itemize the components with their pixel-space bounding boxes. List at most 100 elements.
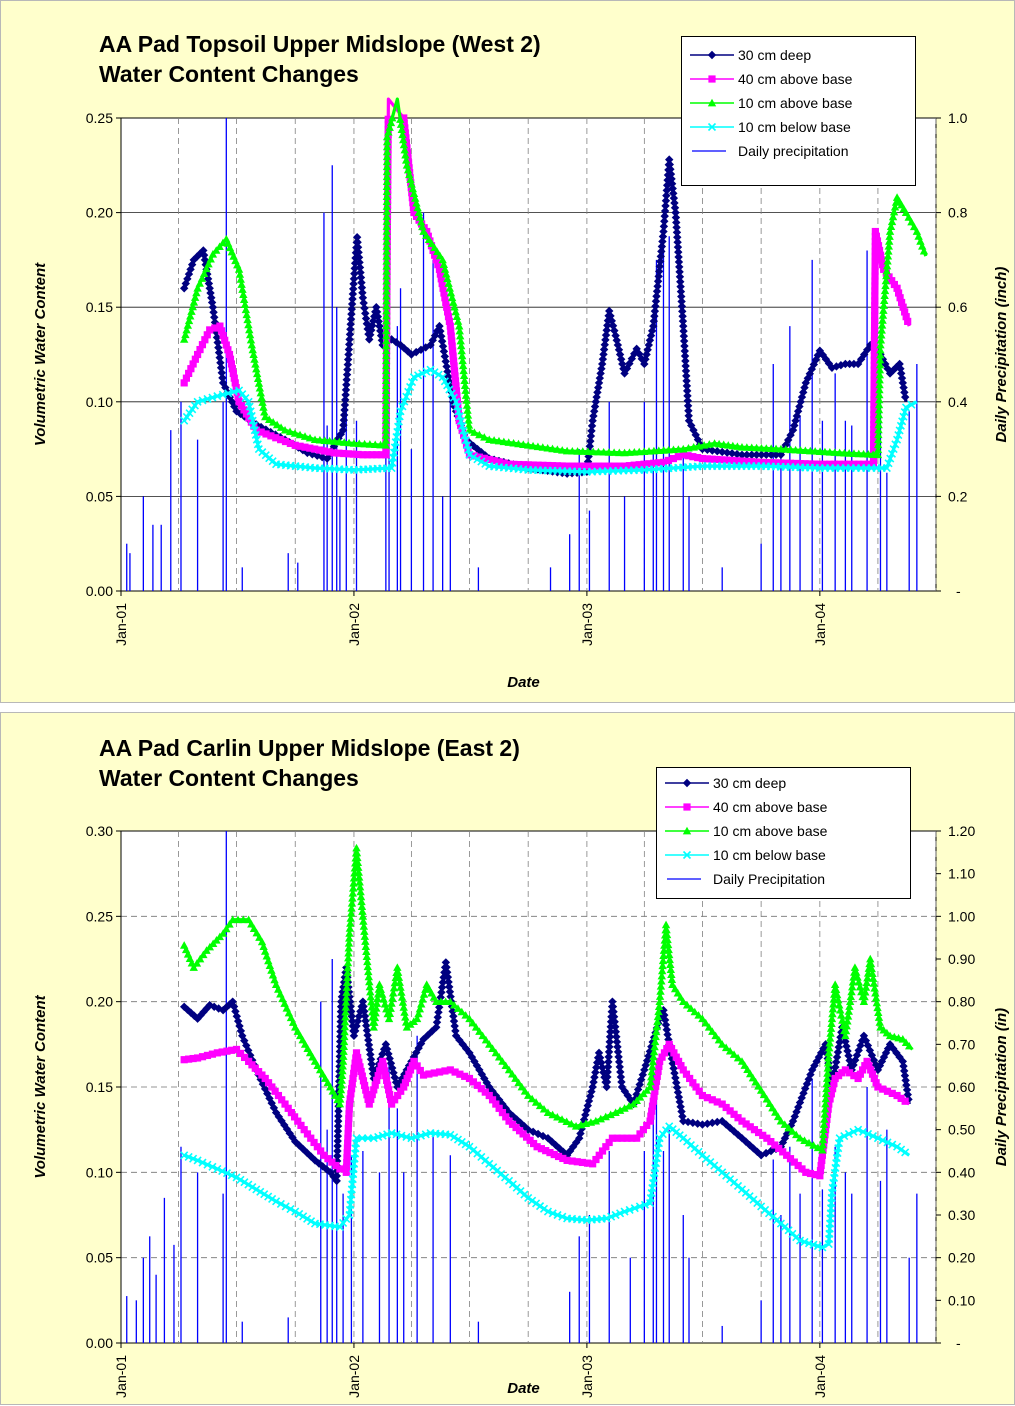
- series-marker: [583, 1159, 592, 1167]
- series-marker: [291, 1207, 300, 1216]
- y2-tick-label: 0.6: [948, 299, 968, 315]
- series-marker: [342, 988, 351, 996]
- series-marker: [252, 1185, 261, 1194]
- series-marker: [371, 440, 380, 449]
- series-marker: [620, 369, 629, 378]
- series-marker: [361, 942, 371, 950]
- series-marker: [836, 1006, 845, 1014]
- series-marker: [339, 1047, 348, 1055]
- series-marker: [485, 1040, 494, 1048]
- series-marker: [344, 948, 353, 957]
- series-marker: [528, 1196, 537, 1205]
- series-marker: [741, 1137, 751, 1146]
- series-marker: [883, 1087, 892, 1095]
- series-marker: [888, 1089, 896, 1097]
- series-marker: [189, 255, 198, 265]
- series-marker: [546, 1148, 554, 1157]
- series-marker: [281, 437, 290, 446]
- series-marker: [336, 1165, 344, 1173]
- series-marker: [671, 208, 680, 217]
- series-marker: [405, 1070, 413, 1078]
- series-marker: [649, 1047, 659, 1056]
- series-marker: [679, 451, 687, 459]
- series-marker: [652, 1082, 660, 1090]
- series-marker: [775, 1144, 783, 1153]
- legend-key-marker: [707, 98, 717, 107]
- series-marker: [520, 1087, 530, 1095]
- series-marker: [267, 432, 275, 440]
- series-marker: [647, 1112, 655, 1120]
- series-marker: [827, 1090, 835, 1098]
- series-marker: [795, 1098, 805, 1107]
- series-marker: [299, 1212, 308, 1221]
- series-marker: [654, 1002, 664, 1011]
- series-marker: [870, 341, 879, 350]
- series-marker: [589, 447, 598, 456]
- series-marker: [679, 321, 688, 331]
- series-marker: [361, 937, 370, 945]
- series-marker: [452, 382, 460, 390]
- series-marker: [345, 1100, 354, 1108]
- series-marker: [343, 1149, 351, 1157]
- series-marker: [679, 326, 688, 336]
- series-marker: [717, 1040, 727, 1048]
- series-marker: [900, 388, 909, 397]
- series-marker: [342, 370, 352, 379]
- series-marker: [646, 331, 656, 340]
- series-marker: [339, 1042, 349, 1050]
- series-marker: [367, 997, 376, 1006]
- series-marker: [727, 449, 737, 458]
- series-marker: [641, 355, 650, 364]
- series-marker: [593, 388, 602, 397]
- series-marker: [208, 303, 218, 312]
- series-marker: [683, 396, 693, 406]
- series-marker: [271, 1108, 281, 1117]
- series-marker: [382, 286, 391, 295]
- series-marker: [344, 350, 353, 359]
- series-marker: [458, 356, 467, 365]
- series-marker: [665, 155, 674, 164]
- series-marker: [357, 897, 366, 906]
- series-marker: [615, 350, 625, 359]
- series-marker: [401, 124, 409, 132]
- series-marker: [660, 1049, 669, 1057]
- series-marker: [653, 282, 662, 291]
- series-marker: [381, 431, 391, 439]
- series-marker: [382, 271, 391, 280]
- series-marker: [676, 287, 686, 296]
- series-marker: [660, 1010, 669, 1020]
- series-marker: [600, 462, 608, 470]
- series-marker: [657, 976, 666, 985]
- series-marker: [341, 390, 350, 400]
- y-tick-label: 0.15: [86, 299, 113, 315]
- series-marker: [244, 1180, 253, 1189]
- series-marker: [262, 430, 270, 438]
- series-marker: [336, 1095, 345, 1103]
- series-marker: [538, 443, 547, 451]
- series-marker: [460, 381, 470, 389]
- legend-item: 40 cm above base: [682, 67, 915, 91]
- series-marker: [352, 1049, 361, 1057]
- series-marker: [361, 314, 371, 323]
- series-marker: [369, 1023, 378, 1031]
- legend-key-marker: [682, 850, 692, 860]
- series-marker: [447, 389, 456, 398]
- series-marker: [872, 232, 881, 240]
- series-marker: [666, 960, 675, 969]
- series-marker: [772, 459, 780, 467]
- series-marker: [679, 336, 689, 346]
- series-marker: [844, 1129, 853, 1138]
- y2-tick-label: 0.80: [948, 994, 975, 1010]
- series-marker: [666, 965, 676, 974]
- series-marker: [693, 435, 703, 444]
- series-marker: [256, 388, 265, 397]
- series-marker: [252, 364, 261, 373]
- series-marker: [813, 1143, 823, 1152]
- y2-tick-label: -: [956, 1335, 961, 1351]
- series-marker: [849, 1127, 858, 1136]
- series-marker: [872, 998, 882, 1007]
- series-marker: [757, 450, 766, 459]
- series-marker: [548, 1209, 557, 1218]
- series-marker: [348, 294, 357, 304]
- series-marker: [407, 1134, 416, 1143]
